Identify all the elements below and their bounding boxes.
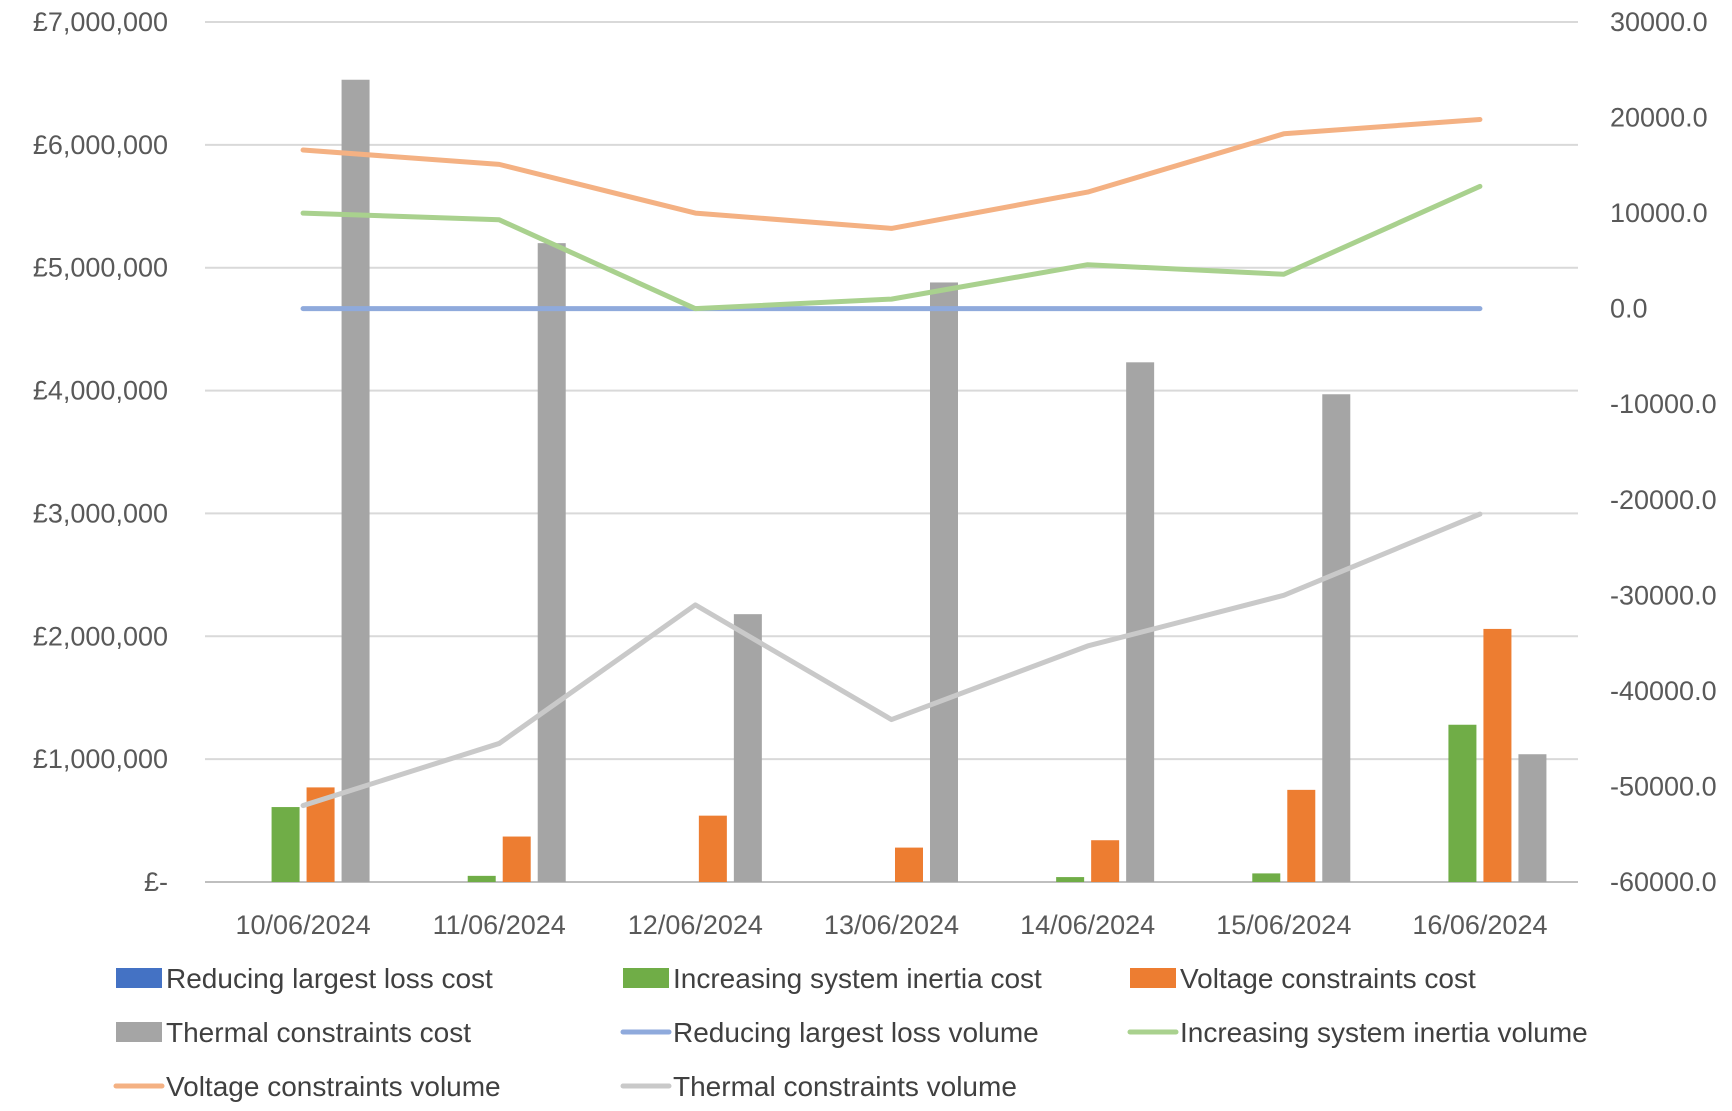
left-axis-tick-label: £1,000,000 [33, 744, 168, 774]
right-axis-tick-label: -30000.0 [1610, 580, 1717, 610]
left-axis-tick-label: £- [144, 867, 168, 897]
right-axis-tick-label: 10000.0 [1610, 198, 1708, 228]
x-axis-tick-label: 14/06/2024 [1020, 910, 1155, 940]
left-axis-tick-label: £5,000,000 [33, 253, 168, 283]
legend-swatch-bar [116, 968, 162, 988]
x-axis-ticks: 10/06/2024 11/06/2024 12/06/2024 13/06/2024… [236, 910, 1548, 940]
x-axis-tick-label: 16/06/2024 [1412, 910, 1547, 940]
legend-label: Voltage constraints volume [166, 1071, 501, 1102]
bar [1483, 628, 1512, 882]
bar [1091, 840, 1120, 882]
legend-label: Voltage constraints cost [1180, 963, 1476, 994]
x-axis-tick-label: 11/06/2024 [433, 910, 566, 940]
bar [537, 243, 566, 883]
left-axis-tick-label: £3,000,000 [33, 498, 168, 528]
legend-swatch-bar [116, 1022, 162, 1042]
bar [698, 815, 727, 882]
bar [271, 807, 300, 882]
bar [1322, 394, 1351, 882]
right-axis-tick-label: -10000.0 [1610, 389, 1717, 419]
bar [930, 282, 958, 882]
right-axis-tick-label: 0.0 [1610, 294, 1648, 324]
right-axis-ticks: -60000.0 -50000.0 -40000.0 -30000.0 -20000.0… [1610, 7, 1717, 897]
right-axis-tick-label: 20000.0 [1610, 103, 1708, 133]
legend-label: Increasing system inertia volume [1180, 1017, 1588, 1048]
bar [1448, 724, 1477, 882]
bar [1518, 754, 1547, 882]
legend-swatch-bar [623, 968, 669, 988]
right-axis-tick-label: -20000.0 [1610, 485, 1717, 515]
legend-label: Thermal constraints volume [673, 1071, 1017, 1102]
series-line [300, 116, 1483, 231]
bar-series-group [271, 79, 1547, 883]
legend-swatch-bar [1130, 968, 1176, 988]
legend: Reducing largest loss cost Increasing sys… [113, 963, 1588, 1102]
bar [1287, 789, 1316, 882]
right-axis-tick-label: -50000.0 [1610, 771, 1717, 801]
bar [1126, 362, 1155, 882]
legend-label: Increasing system inertia cost [673, 963, 1042, 994]
series-line [300, 511, 1483, 809]
legend-label: Thermal constraints cost [166, 1017, 471, 1048]
bar [895, 847, 923, 882]
x-axis-tick-label: 10/06/2024 [236, 910, 371, 940]
left-axis-ticks: £- £1,000,000 £2,000,000 £3,000,000 £4,000,0… [33, 7, 168, 897]
left-axis-tick-label: £4,000,000 [33, 376, 168, 406]
x-axis-tick-label: 12/06/2024 [628, 910, 763, 940]
right-axis-tick-label: -60000.0 [1610, 867, 1717, 897]
bar [1252, 873, 1281, 882]
gridlines [205, 21, 1578, 883]
x-axis-tick-label: 15/06/2024 [1216, 910, 1351, 940]
right-axis-tick-label: 30000.0 [1610, 7, 1708, 37]
series-line [300, 183, 1483, 312]
bar [1056, 877, 1085, 882]
bar [341, 79, 370, 882]
legend-label: Reducing largest loss cost [166, 963, 493, 994]
x-axis-tick-label: 13/06/2024 [824, 910, 959, 940]
bar [733, 614, 762, 882]
line-series-group [300, 116, 1483, 809]
left-axis-tick-label: £7,000,000 [33, 7, 168, 37]
bar [502, 836, 531, 882]
left-axis-tick-label: £2,000,000 [33, 621, 168, 651]
left-axis-tick-label: £6,000,000 [33, 130, 168, 160]
bar [467, 875, 496, 882]
legend-label: Reducing largest loss volume [673, 1017, 1039, 1048]
right-axis-tick-label: -40000.0 [1610, 676, 1717, 706]
